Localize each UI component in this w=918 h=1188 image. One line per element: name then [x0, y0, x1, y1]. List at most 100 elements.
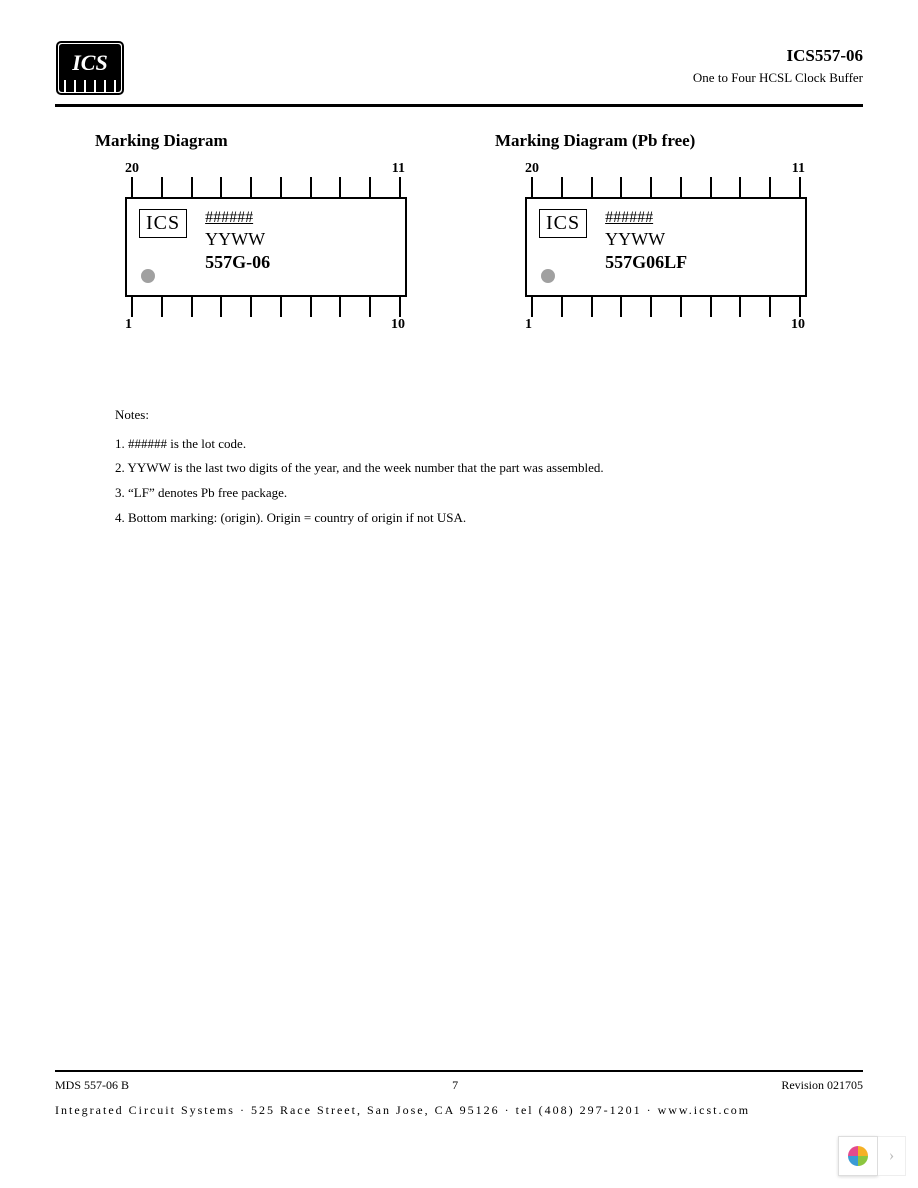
pin-labels-top: 20 11	[525, 161, 805, 177]
chevron-right-icon: ›	[889, 1147, 894, 1165]
diagram-title: Marking Diagram (Pb free)	[495, 131, 855, 151]
pin-labels-top: 20 11	[125, 161, 405, 177]
viewer-logo-button[interactable]	[838, 1136, 878, 1176]
pinwheel-icon	[845, 1143, 871, 1169]
pin	[561, 177, 563, 197]
marking-diagram-pbfree: Marking Diagram (Pb free) 20 11 ICS ####…	[495, 131, 855, 333]
viewer-toolbar: ›	[838, 1136, 906, 1176]
pin	[710, 297, 712, 317]
part-number: ICS557-06	[693, 46, 863, 66]
footer-revision: Revision 021705	[781, 1078, 863, 1093]
chip-package: 20 11 ICS ###### YYWW 557G06LF	[525, 161, 825, 333]
pin	[369, 177, 371, 197]
pin-label: 11	[392, 161, 405, 177]
pin-label: 1	[525, 317, 532, 333]
diagram-title: Marking Diagram	[95, 131, 455, 151]
chip-package: 20 11 ICS ###### YYWW 557G-06	[125, 161, 425, 333]
part-mark: 557G06LF	[605, 252, 687, 273]
petal	[858, 1146, 868, 1156]
date-code: YYWW	[605, 229, 687, 250]
pin	[650, 177, 652, 197]
header-right: ICS557-06 One to Four HCSL Clock Buffer	[693, 40, 863, 86]
pin	[339, 177, 341, 197]
ics-logo-box: ICS	[539, 209, 587, 238]
pin	[220, 297, 222, 317]
footer-rule	[55, 1070, 863, 1072]
header-rule	[55, 104, 863, 107]
pin-label: 10	[791, 317, 805, 333]
page-header: ICS ICS557-06 One to Four HCSL Clock Buf…	[55, 40, 863, 100]
pin	[769, 177, 771, 197]
pin	[531, 177, 533, 197]
footer-row-meta: MDS 557-06 B 7 Revision 021705	[55, 1078, 863, 1093]
lot-code: ######	[205, 209, 270, 227]
pin	[310, 177, 312, 197]
viewer-next-button[interactable]: ›	[878, 1136, 906, 1176]
pin	[161, 177, 163, 197]
note-item: 2. YYWW is the last two digits of the ye…	[115, 456, 863, 481]
pin	[250, 297, 252, 317]
marking-diagrams: Marking Diagram 20 11 ICS ###### YYWW 5	[95, 131, 863, 333]
chip-marking-text: ###### YYWW 557G06LF	[605, 209, 687, 273]
pin-label: 11	[792, 161, 805, 177]
footer-company-line: Integrated Circuit Systems · 525 Race St…	[55, 1103, 863, 1118]
petal	[848, 1146, 858, 1156]
note-item: 1. ###### is the lot code.	[115, 432, 863, 457]
part-description: One to Four HCSL Clock Buffer	[693, 70, 863, 86]
pin	[131, 177, 133, 197]
pin	[531, 297, 533, 317]
pin	[680, 297, 682, 317]
datasheet-page: ICS ICS557-06 One to Four HCSL Clock Buf…	[0, 0, 918, 530]
pin	[310, 297, 312, 317]
pin	[339, 297, 341, 317]
pin	[399, 177, 401, 197]
pins-top	[131, 177, 401, 197]
pin-label: 10	[391, 317, 405, 333]
lot-code: ######	[605, 209, 687, 227]
pin	[280, 177, 282, 197]
pin	[591, 177, 593, 197]
pin-label: 20	[525, 161, 539, 177]
pin	[399, 297, 401, 317]
pins-bottom	[531, 297, 801, 317]
pin-labels-bottom: 1 10	[125, 317, 405, 333]
pins-top	[531, 177, 801, 197]
pin	[561, 297, 563, 317]
pin	[620, 177, 622, 197]
note-item: 3. “LF” denotes Pb free package.	[115, 481, 863, 506]
pin	[799, 297, 801, 317]
footer-page-number: 7	[452, 1078, 458, 1093]
page-footer: MDS 557-06 B 7 Revision 021705 Integrate…	[55, 1070, 863, 1118]
pin	[280, 297, 282, 317]
footer-doc-id: MDS 557-06 B	[55, 1078, 129, 1093]
note-item: 4. Bottom marking: (origin). Origin = co…	[115, 506, 863, 531]
svg-text:ICS: ICS	[71, 50, 107, 75]
pin	[710, 177, 712, 197]
chip-marking-text: ###### YYWW 557G-06	[205, 209, 270, 273]
chip-body: ICS ###### YYWW 557G-06	[125, 197, 407, 297]
pin	[591, 297, 593, 317]
pin1-indicator-dot	[541, 269, 555, 283]
pin	[680, 177, 682, 197]
date-code: YYWW	[205, 229, 270, 250]
pin-labels-bottom: 1 10	[525, 317, 805, 333]
part-mark: 557G-06	[205, 252, 270, 273]
pins-bottom	[131, 297, 401, 317]
company-logo: ICS	[55, 40, 125, 100]
pin	[650, 297, 652, 317]
marking-diagram-standard: Marking Diagram 20 11 ICS ###### YYWW 5	[95, 131, 455, 333]
pin	[369, 297, 371, 317]
pin	[131, 297, 133, 317]
pin	[769, 297, 771, 317]
pin	[799, 177, 801, 197]
pin	[191, 177, 193, 197]
pin-label: 1	[125, 317, 132, 333]
pin1-indicator-dot	[141, 269, 155, 283]
ics-logo-box: ICS	[139, 209, 187, 238]
chip-body: ICS ###### YYWW 557G06LF	[525, 197, 807, 297]
pin	[250, 177, 252, 197]
pin	[191, 297, 193, 317]
petal	[848, 1156, 858, 1166]
pin	[620, 297, 622, 317]
notes-heading: Notes:	[115, 403, 863, 428]
